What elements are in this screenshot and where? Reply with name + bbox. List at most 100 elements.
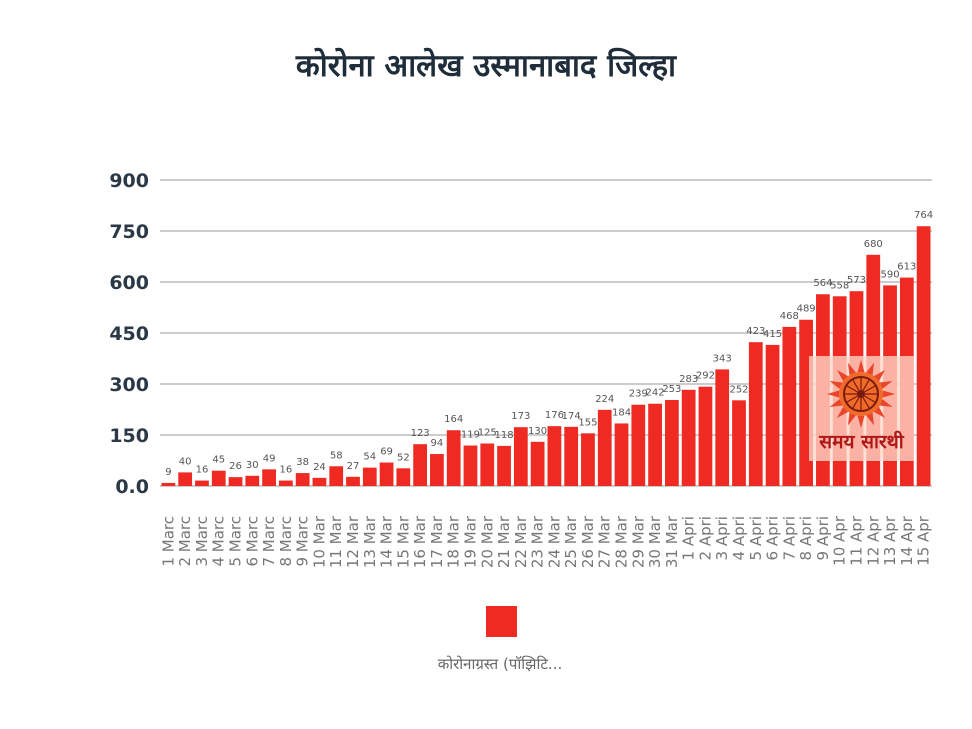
- bar: [631, 404, 646, 486]
- bar-value-label: 252: [729, 384, 748, 395]
- x-tick-label: 13 Apr: [881, 515, 899, 566]
- x-tick-label: 9 Marc: [294, 516, 312, 567]
- x-tick-label: 8 Marc: [277, 516, 295, 567]
- bar: [312, 477, 327, 486]
- bar: [346, 476, 360, 486]
- sun-ray: [827, 390, 840, 398]
- wheel-spoke: [860, 378, 871, 395]
- x-tick-label: 1 Apri: [680, 516, 698, 560]
- bar: [916, 226, 931, 487]
- bar-value-label: 38: [296, 457, 309, 468]
- bar-value-label: 764: [914, 210, 933, 221]
- x-tick-label: 3 Apri: [713, 516, 731, 560]
- bar-value-label: 173: [511, 411, 530, 422]
- bar: [581, 433, 595, 486]
- bar-value-label: 564: [813, 278, 832, 289]
- y-tick-label: 150: [109, 425, 149, 447]
- x-tick-label: 27 Mar: [596, 515, 614, 568]
- bar-value-label: 119: [461, 430, 480, 441]
- x-tick-label: 11 Apr: [847, 515, 865, 566]
- bar: [748, 342, 763, 486]
- bar: [362, 467, 377, 486]
- bar-value-label: 224: [595, 394, 614, 405]
- wheel-spoke: [860, 384, 877, 395]
- bar: [396, 468, 411, 486]
- wheel-spoke: [845, 393, 862, 404]
- bar: [379, 462, 394, 486]
- x-tick-label: 6 Apri: [764, 516, 782, 560]
- bar: [681, 389, 696, 486]
- bar-value-label: 69: [380, 447, 393, 458]
- y-tick-label: 300: [109, 374, 149, 396]
- sun-ray: [873, 369, 886, 382]
- sun-ray: [873, 406, 886, 419]
- bar: [446, 430, 461, 486]
- bar-value-label: 242: [646, 388, 665, 399]
- x-tick-label: 6 Marc: [243, 516, 261, 567]
- bar-value-label: 24: [313, 462, 326, 473]
- x-tick-label: 3 Marc: [193, 516, 211, 567]
- bar: [480, 443, 495, 486]
- bar: [597, 409, 612, 486]
- bar: [228, 477, 243, 486]
- bar-value-label: 558: [830, 280, 849, 291]
- bar-value-label: 239: [629, 389, 648, 400]
- bar: [648, 403, 662, 486]
- bar-value-label: 125: [478, 428, 497, 439]
- bar-value-label: 253: [662, 384, 681, 395]
- bar: [161, 482, 176, 486]
- sun-ray: [866, 362, 875, 376]
- bar: [278, 480, 293, 486]
- x-tick-label: 25 Mar: [562, 515, 580, 568]
- bar-value-label: 49: [263, 453, 276, 464]
- y-axis: 0.0 150 300 450 600 750 900: [109, 170, 149, 498]
- y-tick-label: 450: [109, 323, 149, 345]
- bar-value-label: 174: [562, 411, 581, 422]
- x-tick-label: 8 Apri: [797, 516, 815, 560]
- x-tick-label: 29 Mar: [629, 515, 647, 568]
- sun-ray: [879, 380, 893, 389]
- chart-title: कोरोना आलेख उस्मानाबाद जिल्हा: [295, 48, 677, 84]
- bar: [463, 445, 478, 486]
- bar-value-label: 613: [897, 262, 916, 273]
- bar-value-label: 40: [179, 456, 192, 467]
- bar-value-label: 343: [713, 353, 732, 364]
- watermark-logo: समय सारथी: [809, 356, 914, 461]
- bar: [614, 423, 629, 486]
- bar-value-label: 58: [330, 450, 343, 461]
- bar: [664, 399, 679, 486]
- y-tick-label: 900: [109, 170, 149, 192]
- bar: [245, 475, 260, 486]
- bar-value-label: 52: [397, 452, 410, 463]
- bar: [732, 400, 746, 486]
- bar-value-label: 26: [229, 461, 242, 472]
- x-tick-label: 4 Apri: [730, 516, 748, 560]
- sun-ray: [857, 415, 865, 428]
- bar: [262, 469, 276, 486]
- x-tick-label: 24 Mar: [545, 515, 563, 568]
- bar: [295, 473, 310, 486]
- y-tick-label: 0.0: [115, 476, 149, 498]
- bar-value-label: 292: [696, 371, 715, 382]
- bar: [430, 454, 444, 486]
- x-tick-label: 12 Apr: [864, 515, 882, 566]
- bar-value-label: 16: [280, 465, 293, 476]
- bar: [715, 369, 730, 486]
- bar-value-label: 184: [612, 407, 631, 418]
- bar: [782, 326, 797, 486]
- bar-value-label: 45: [212, 455, 225, 466]
- bar-value-label: 590: [880, 269, 899, 280]
- bar-value-label: 30: [246, 460, 259, 471]
- x-tick-label: 7 Apri: [780, 516, 798, 560]
- wheel-spoke: [845, 384, 862, 395]
- x-tick-label: 19 Mar: [461, 515, 479, 568]
- x-tick-label: 21 Mar: [495, 515, 513, 568]
- bar-value-label: 130: [528, 426, 547, 437]
- x-tick-label: 28 Mar: [613, 515, 631, 568]
- bar: [497, 445, 511, 486]
- bar-value-label: 123: [411, 428, 430, 439]
- x-tick-label: 14 Mar: [378, 515, 396, 568]
- sun-ray: [836, 369, 849, 382]
